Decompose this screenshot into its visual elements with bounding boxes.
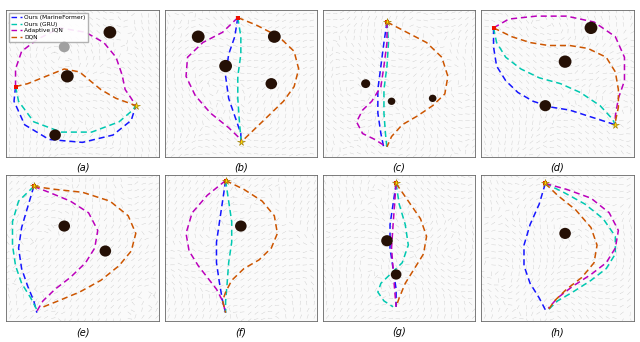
Circle shape	[381, 235, 393, 246]
Text: (h): (h)	[550, 327, 564, 337]
Text: (a): (a)	[76, 163, 89, 173]
Text: (d): (d)	[550, 163, 564, 173]
Text: (c): (c)	[393, 163, 406, 173]
Legend: Ours (MarineFormer), Ours (GRU), Adaptive IQN, DQN: Ours (MarineFormer), Ours (GRU), Adaptiv…	[10, 13, 88, 42]
Circle shape	[104, 26, 116, 38]
Circle shape	[58, 221, 70, 232]
Text: (g): (g)	[392, 327, 406, 337]
Circle shape	[49, 130, 61, 141]
Circle shape	[220, 60, 232, 72]
Circle shape	[540, 100, 551, 111]
Circle shape	[391, 269, 401, 280]
Circle shape	[361, 79, 370, 88]
Circle shape	[559, 55, 572, 68]
Circle shape	[584, 22, 597, 34]
Circle shape	[266, 78, 277, 89]
Circle shape	[100, 246, 111, 256]
Circle shape	[559, 228, 571, 239]
Text: (e): (e)	[76, 327, 89, 337]
Text: (b): (b)	[234, 163, 248, 173]
Circle shape	[388, 97, 396, 105]
Circle shape	[59, 42, 70, 52]
Circle shape	[61, 70, 74, 82]
Circle shape	[429, 95, 436, 102]
Circle shape	[235, 221, 246, 232]
Text: (f): (f)	[236, 327, 246, 337]
Circle shape	[192, 30, 205, 43]
Circle shape	[268, 30, 281, 43]
